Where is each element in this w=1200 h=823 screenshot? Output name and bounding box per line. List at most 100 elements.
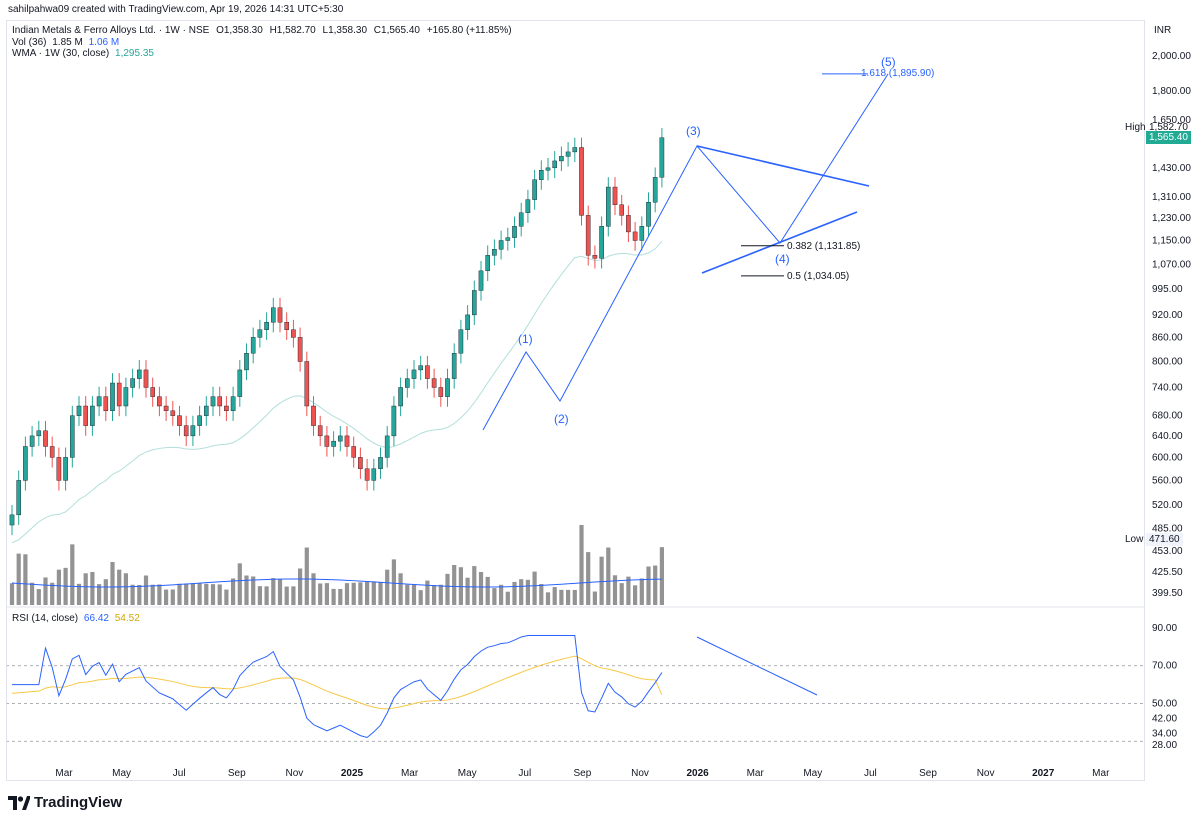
candle-body	[351, 446, 357, 458]
volume-bar	[97, 584, 102, 605]
candle-body	[271, 307, 276, 323]
wma-line	[11, 240, 663, 544]
volume-bar	[177, 583, 182, 605]
volume-bar	[164, 589, 169, 605]
time-tick-label: Jul	[173, 768, 186, 779]
volume-bar	[452, 565, 457, 605]
volume-bar	[123, 573, 128, 605]
candle-body	[257, 329, 263, 338]
volume-bar	[566, 589, 571, 605]
volume-bar	[157, 584, 162, 605]
volume-bar	[204, 583, 209, 605]
candle-body	[83, 405, 88, 426]
candle-body	[652, 177, 658, 203]
currency-label[interactable]: INR	[1154, 25, 1172, 36]
legend-rsi-row[interactable]: RSI (14, close) 66.42 54.52	[12, 613, 140, 624]
price-tick-label: 600.00	[1152, 452, 1183, 463]
candle-body	[371, 468, 377, 481]
price-tick-label: 485.00	[1152, 523, 1183, 534]
volume-bar	[291, 586, 296, 605]
candle-body	[163, 405, 169, 412]
candle-body	[90, 405, 95, 426]
volume-bar	[324, 583, 329, 605]
volume-bar	[612, 575, 618, 605]
candle-body	[230, 396, 236, 412]
candle-body	[358, 457, 363, 469]
wma-layer	[11, 240, 663, 544]
volume-bar	[572, 589, 577, 605]
candle-body	[291, 329, 296, 338]
brand-name: TradingView	[34, 794, 123, 811]
credit-line: sahilpahwa09 created with TradingView.co…	[8, 4, 344, 15]
volume-bar	[351, 582, 356, 605]
volume-value: 1.85 M	[52, 37, 83, 48]
volume-bar	[391, 559, 396, 605]
volume-bar	[465, 577, 470, 605]
legend-volume-row[interactable]: Vol (36) 1.85 M 1.06 M	[12, 37, 119, 48]
volume-bar	[653, 565, 658, 605]
time-tick-label: 2025	[341, 768, 364, 779]
ohlc-low: L1,358.30	[322, 25, 368, 36]
candle-body	[237, 369, 243, 397]
volume-bar	[633, 585, 638, 605]
fib-1618-label: 1.618 (1,895.90)	[861, 68, 935, 79]
candle-body	[96, 396, 102, 407]
fib-05-label: 0.5 (1,034.05)	[787, 271, 850, 282]
symbol-name[interactable]: Indian Metals & Ferro Alloys Ltd. · 1W ·…	[12, 25, 210, 36]
price-tick-label: 740.00	[1152, 382, 1183, 393]
candle-body	[532, 179, 537, 200]
volume-bar	[371, 581, 376, 605]
candle-body	[572, 147, 578, 153]
candle-body	[69, 415, 75, 458]
volume-bar	[344, 583, 350, 605]
candle-body	[157, 396, 162, 407]
candle-body	[23, 446, 28, 481]
candle-body	[217, 396, 223, 407]
volume-bar	[525, 579, 530, 605]
volume-ma-value: 1.06 M	[88, 37, 120, 48]
candle-body	[585, 215, 591, 256]
candle-body	[210, 396, 216, 407]
time-tick-label: Mar	[401, 768, 419, 779]
rsi-layer	[11, 635, 818, 739]
candle-body	[244, 353, 249, 371]
drawings-layer	[482, 73, 889, 431]
tradingview-logo[interactable]: TradingView	[8, 794, 122, 811]
volume-bar	[298, 568, 303, 605]
wave-label-2: (2)	[554, 412, 569, 426]
candle-body	[391, 405, 397, 437]
candle-body	[364, 468, 370, 481]
price-tick-label: 1,430.00	[1152, 163, 1191, 174]
volume-bar	[237, 563, 242, 605]
volume-bar	[224, 589, 229, 605]
volume-bar	[143, 575, 149, 605]
candle-body	[478, 270, 484, 291]
volume-bar	[244, 575, 249, 605]
candle-body	[338, 435, 343, 442]
rsi-trendline	[696, 636, 818, 696]
volume-bar	[36, 589, 41, 605]
volume-bar	[432, 585, 437, 605]
candle-body	[344, 435, 350, 447]
time-tick-label: Jul	[518, 768, 531, 779]
volume-bar	[492, 588, 497, 605]
candle-body	[472, 290, 477, 316]
price-tick-label: 560.00	[1152, 475, 1183, 486]
time-tick-label: Mar	[1092, 768, 1110, 779]
price-tick-label: 860.00	[1152, 332, 1183, 343]
candle-body	[277, 307, 283, 323]
rsi-tick-label: 70.00	[1152, 661, 1177, 672]
price-tick-label: 680.00	[1152, 411, 1183, 422]
volume-bar	[318, 583, 323, 605]
candle-body	[559, 156, 564, 162]
price-tick-label: 1,310.00	[1152, 192, 1191, 203]
time-tick-label: Sep	[919, 768, 937, 779]
volume-bar	[499, 584, 504, 605]
candle-body	[512, 226, 517, 238]
price-tick-label: 1,150.00	[1152, 235, 1191, 246]
candle-body	[398, 387, 403, 407]
volume-bar	[284, 586, 289, 605]
candle-body	[451, 353, 457, 379]
legend-wma-row[interactable]: WMA · 1W (30, close) 1,295.35	[12, 48, 154, 59]
